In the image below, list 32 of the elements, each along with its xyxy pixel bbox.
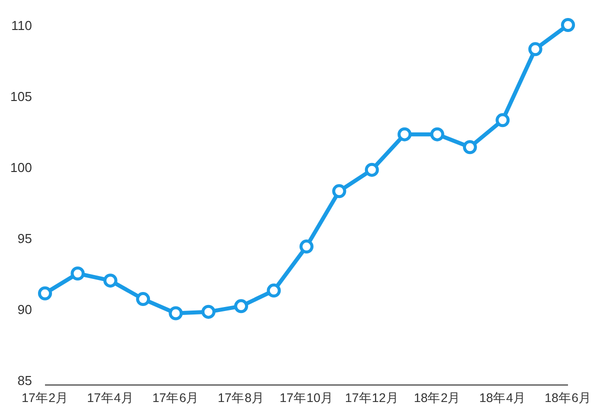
y-tick-label: 105 — [10, 89, 32, 104]
point — [398, 127, 412, 142]
x-tick-label: 17年6月 — [152, 391, 200, 405]
point — [496, 113, 510, 128]
point — [332, 184, 346, 198]
point — [201, 304, 216, 319]
point — [561, 18, 575, 32]
y-tick-label: 100 — [10, 160, 32, 175]
point — [430, 127, 444, 142]
y-tick-label: 95 — [18, 231, 32, 246]
x-tick-label: 17年2月 — [22, 391, 68, 405]
point — [103, 274, 118, 288]
point — [38, 286, 52, 300]
x-tick-label: 17年12月 — [344, 391, 399, 405]
point — [234, 299, 248, 314]
y-tick-label: 85 — [18, 373, 32, 388]
y-tick-label: 110 — [11, 18, 32, 33]
x-tick-label: 17年10月 — [280, 391, 334, 405]
y-tick-label: 90 — [18, 302, 32, 317]
point — [364, 162, 379, 177]
x-tick-label: 18年6月 — [544, 391, 592, 405]
point — [266, 284, 281, 298]
x-tick-label: 17年8月 — [218, 391, 265, 405]
point — [462, 140, 477, 154]
point — [300, 240, 314, 254]
x-tick-label: 18年2月 — [414, 391, 461, 405]
x-tick-label: 18年4月 — [479, 391, 526, 405]
point — [70, 266, 85, 280]
point — [136, 292, 150, 306]
point — [528, 42, 542, 56]
x-tick-label: 17年4月 — [86, 391, 134, 405]
point — [168, 306, 183, 320]
